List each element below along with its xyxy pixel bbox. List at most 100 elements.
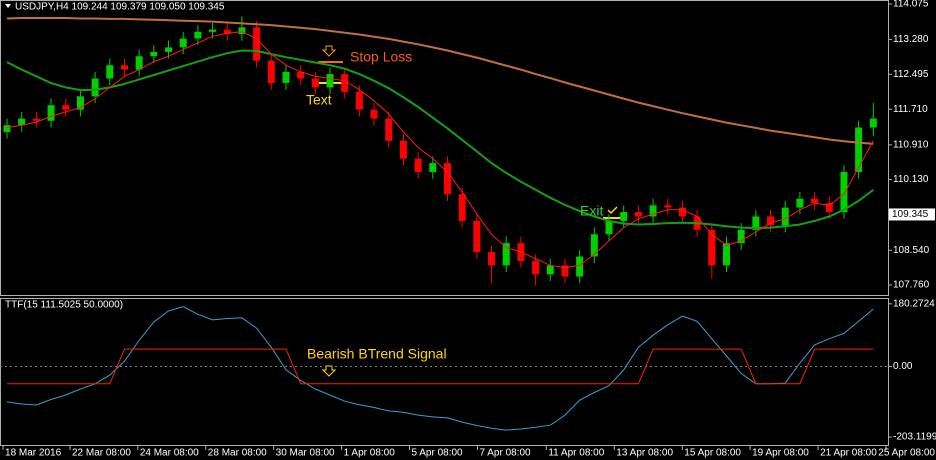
candle-body [399, 140, 407, 159]
candle-body [664, 205, 672, 208]
annotation: Stop Loss [350, 49, 412, 65]
candle-body [458, 194, 466, 221]
candle-body [546, 265, 554, 275]
indicator-line [7, 348, 874, 385]
candle-body [781, 207, 789, 226]
x-tick-label: 11 Apr 08:00 [548, 448, 604, 459]
candle-body [165, 47, 173, 52]
candle-body [590, 234, 598, 257]
price-label: 109.345 [892, 209, 929, 220]
candle-body [18, 118, 26, 126]
candle-body [678, 207, 686, 217]
candle-body [414, 158, 422, 172]
candle-body [282, 71, 290, 83]
y-tick-label: 112.495 [893, 69, 929, 80]
candle-body [561, 265, 569, 277]
moving-average [6, 17, 874, 145]
indicator-panel-border [0, 298, 889, 446]
candle-body [752, 216, 760, 230]
candle-body [796, 198, 804, 208]
candle-body [355, 91, 363, 110]
y-tick-label: 110.130 [893, 174, 929, 185]
candle-body [150, 51, 158, 57]
indicator-line [6, 306, 874, 431]
candle-body [341, 74, 349, 92]
price-label-box [889, 208, 935, 221]
x-tick-label: 25 Apr 08:00 [878, 448, 935, 459]
x-tick-label: 21 Apr 08:00 [820, 448, 877, 459]
candle-body [869, 118, 877, 128]
candle-body [91, 78, 99, 97]
y-tick-label: 107.760 [893, 280, 930, 291]
chart-title: USDJPY,H4 109.244 109.379 109.050 109.34… [15, 2, 225, 13]
symbol-triangle [5, 4, 11, 8]
main-panel-border [0, 0, 889, 296]
candle-body [238, 27, 246, 35]
candle-body [267, 60, 275, 83]
candle-body [106, 65, 114, 79]
x-tick-label: 28 Mar 08:00 [208, 448, 267, 459]
stop-arrow [321, 45, 337, 57]
candle-body [297, 71, 305, 79]
x-tick-label: 24 Mar 08:00 [140, 448, 199, 459]
y-tick-label: 180.2724 [893, 298, 935, 309]
x-tick-label: 15 Apr 08:00 [684, 448, 741, 459]
y-tick-label: 0.00 [893, 361, 913, 372]
annotation: Bearish BTrend Signal [307, 346, 447, 362]
candle-body [649, 205, 657, 217]
y-tick-label: -203.1199 [893, 432, 936, 443]
candle-body [502, 243, 510, 266]
exit-check [607, 206, 618, 215]
candle-body [47, 105, 55, 121]
candle-body [194, 31, 202, 39]
x-tick-label: 5 Apr 08:00 [411, 448, 463, 459]
y-tick-label: 113.280 [893, 34, 929, 45]
candle-body [737, 229, 745, 244]
y-tick-label: 108.540 [893, 245, 930, 256]
candle-body [370, 109, 378, 119]
candle-body [311, 78, 319, 88]
x-tick-label: 1 Apr 08:00 [344, 448, 396, 459]
candle-body [253, 27, 261, 61]
x-tick-label: 30 Mar 08:00 [276, 448, 335, 459]
candle-body [576, 256, 584, 277]
candle-body [62, 105, 70, 110]
y-tick-label: 114.075 [893, 0, 929, 10]
x-tick-label: 18 Mar 2016 [5, 448, 62, 459]
x-tick-label: 19 Apr 08:00 [752, 448, 809, 459]
x-tick-label: 7 Apr 08:00 [479, 448, 531, 459]
candle-body [811, 198, 819, 204]
candle-body [443, 163, 451, 195]
candle-body [825, 203, 833, 213]
x-tick-label: 22 Mar 08:00 [72, 448, 131, 459]
frame [0, 0, 889, 446]
moving-average [6, 49, 874, 230]
candle-body [3, 125, 11, 132]
candle-body [209, 29, 217, 32]
candle-body [120, 65, 128, 70]
candle-body [429, 163, 437, 172]
annotation: Text [306, 92, 332, 108]
indicator-title: TTF(15 111.5025 50.0000) [5, 300, 123, 311]
candle-body [532, 260, 540, 275]
candle-body [605, 220, 613, 235]
candle-body [76, 96, 84, 110]
x-tick-label: 13 Apr 08:00 [616, 448, 673, 459]
annotation: Exit [580, 203, 603, 219]
candle-body [634, 212, 642, 217]
candle-body [32, 118, 40, 121]
candle-body [620, 212, 628, 221]
candle-body [223, 29, 231, 35]
moving-average [6, 31, 874, 269]
candle-body [840, 171, 848, 213]
candle-body [722, 243, 730, 266]
y-tick-label: 111.710 [893, 104, 928, 115]
candle-body [488, 252, 496, 266]
y-tick-label: 110.910 [893, 139, 929, 150]
candle-body [473, 220, 481, 253]
candle-body [326, 74, 334, 88]
candle-body [385, 118, 393, 141]
candle-body [855, 127, 863, 172]
candle-body [135, 56, 143, 70]
